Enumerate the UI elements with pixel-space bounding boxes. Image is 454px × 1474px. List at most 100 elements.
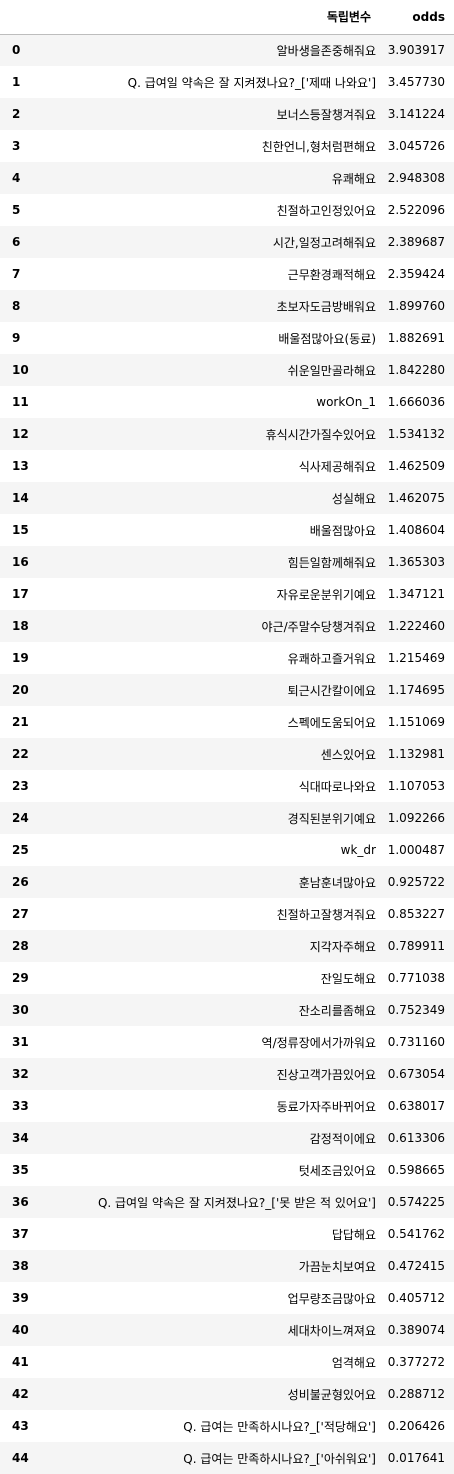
variable-cell: 초보자도금방배워요	[276, 299, 376, 314]
variable-cell: 친절하고인정있어요	[276, 203, 376, 218]
table-row: 11 workOn_1 1.666036	[0, 386, 454, 418]
odds-column-header: odds	[380, 0, 454, 35]
odds-cell: 0.472415	[387, 1259, 445, 1273]
odds-cell: 1.215469	[387, 651, 445, 665]
row-index: 26	[12, 875, 29, 889]
row-index: 24	[12, 811, 29, 825]
row-index: 23	[12, 779, 29, 793]
table-row: 19 유쾌하고즐거워요 1.215469	[0, 642, 454, 674]
variable-cell: 휴식시간가질수있어요	[265, 427, 376, 442]
odds-cell: 1.092266	[387, 811, 445, 825]
row-index: 32	[12, 1067, 29, 1081]
table-row: 35 텃세조금있어요 0.598665	[0, 1154, 454, 1186]
odds-cell: 0.389074	[387, 1323, 445, 1337]
variable-cell: 자유로운분위기예요	[276, 587, 376, 602]
row-index: 30	[12, 1003, 29, 1017]
row-index: 16	[12, 555, 29, 569]
table-row: 8 초보자도금방배워요 1.899760	[0, 290, 454, 322]
table-row: 32 진상고객가끔있어요 0.673054	[0, 1058, 454, 1090]
row-index: 37	[12, 1227, 29, 1241]
index-column-header	[0, 0, 34, 35]
odds-cell: 1.151069	[387, 715, 445, 729]
odds-cell: 0.613306	[387, 1131, 445, 1145]
odds-cell: 3.141224	[387, 107, 445, 121]
variable-column-header: 독립변수	[34, 0, 380, 35]
odds-cell: 2.389687	[387, 235, 445, 249]
odds-cell: 3.045726	[387, 139, 445, 153]
table-row: 3 친한언니,형처럼편해요 3.045726	[0, 130, 454, 162]
table-row: 31 역/정류장에서가까워요 0.731160	[0, 1026, 454, 1058]
row-index: 9	[12, 331, 21, 345]
variable-cell: 성비불균형있어요	[287, 1387, 376, 1402]
odds-cell: 3.903917	[387, 43, 445, 58]
variable-cell: 퇴근시간칼이에요	[287, 683, 376, 698]
row-index: 31	[12, 1035, 29, 1049]
table-row: 34 감정적이에요 0.613306	[0, 1122, 454, 1154]
odds-cell: 0.017641	[387, 1451, 445, 1465]
table-row: 23 식대따로나와요 1.107053	[0, 770, 454, 802]
table-row: 7 근무환경쾌적해요 2.359424	[0, 258, 454, 290]
variable-cell: 성실해요	[331, 491, 376, 506]
table-row: 33 동료가자주바뀌어요 0.638017	[0, 1090, 454, 1122]
odds-cell: 0.598665	[387, 1163, 445, 1177]
variable-cell: 잔소리를좀해요	[298, 1003, 376, 1018]
row-index: 39	[12, 1291, 29, 1305]
table-row: 36 Q. 급여일 약속은 잘 지켜졌나요?_['못 받은 적 있어요'] 0.57…	[0, 1186, 454, 1218]
variable-cell: Q. 급여는 만족하시나요?_['아쉬워요']	[183, 1451, 376, 1466]
odds-cell: 1.462075	[387, 491, 445, 505]
table-row: 15 배울점많아요 1.408604	[0, 514, 454, 546]
table-row: 12 휴식시간가질수있어요 1.534132	[0, 418, 454, 450]
variable-cell: 동료가자주바뀌어요	[276, 1099, 376, 1114]
row-index: 11	[12, 395, 29, 409]
odds-cell: 0.288712	[387, 1387, 445, 1401]
table-row: 37 답답해요 0.541762	[0, 1218, 454, 1250]
odds-cell: 0.405712	[387, 1291, 445, 1305]
table-row: 13 식사제공해줘요 1.462509	[0, 450, 454, 482]
row-index: 19	[12, 651, 29, 665]
row-index: 0	[12, 43, 21, 58]
row-index: 43	[12, 1419, 29, 1433]
table-row: 28 지각자주해요 0.789911	[0, 930, 454, 962]
variable-cell: 엄격해요	[331, 1355, 376, 1370]
table-row: 30 잔소리를좀해요 0.752349	[0, 994, 454, 1026]
row-index: 25	[12, 843, 29, 857]
row-index: 40	[12, 1323, 29, 1337]
table-row: 41 엄격해요 0.377272	[0, 1346, 454, 1378]
odds-cell: 0.752349	[387, 1003, 445, 1017]
variable-cell: 보너스등잘챙겨줘요	[276, 107, 376, 122]
odds-cell: 1.666036	[387, 395, 445, 409]
variable-cell: 식사제공해줘요	[298, 459, 376, 474]
odds-cell: 0.574225	[387, 1195, 445, 1209]
odds-cell: 0.206426	[387, 1419, 445, 1433]
variable-cell: 진상고객가끔있어요	[276, 1067, 376, 1082]
odds-cell: 0.853227	[387, 907, 445, 921]
row-index: 6	[12, 235, 21, 249]
row-index: 35	[12, 1163, 29, 1177]
table-row: 29 잔일도해요 0.771038	[0, 962, 454, 994]
variable-cell: 친한언니,형처럼편해요	[261, 139, 376, 154]
row-index: 2	[12, 107, 21, 121]
variable-cell: 경직된분위기예요	[287, 811, 376, 826]
row-index: 18	[12, 619, 29, 633]
row-index: 15	[12, 523, 29, 537]
odds-cell: 1.842280	[387, 363, 445, 377]
odds-cell: 1.882691	[387, 331, 445, 345]
row-index: 5	[12, 203, 21, 217]
odds-cell: 1.347121	[387, 587, 445, 601]
odds-cell: 0.789911	[387, 939, 445, 953]
variable-cell: 가끔눈치보여요	[298, 1259, 376, 1274]
variable-cell: 역/정류장에서가까워요	[261, 1035, 376, 1050]
table-row: 9 배울점많아요(동료) 1.882691	[0, 322, 454, 354]
variable-cell: 훈남훈녀많아요	[298, 875, 376, 890]
variable-cell: 감정적이에요	[309, 1131, 376, 1146]
variable-cell: 식대따로나와요	[298, 779, 376, 794]
row-index: 21	[12, 715, 29, 729]
odds-cell: 1.107053	[387, 779, 445, 793]
row-index: 41	[12, 1355, 29, 1369]
variable-cell: 배울점많아요	[309, 523, 376, 538]
odds-cell: 2.522096	[387, 203, 445, 217]
row-index: 3	[12, 139, 21, 153]
table-row: 20 퇴근시간칼이에요 1.174695	[0, 674, 454, 706]
variable-cell: 잔일도해요	[320, 971, 376, 986]
